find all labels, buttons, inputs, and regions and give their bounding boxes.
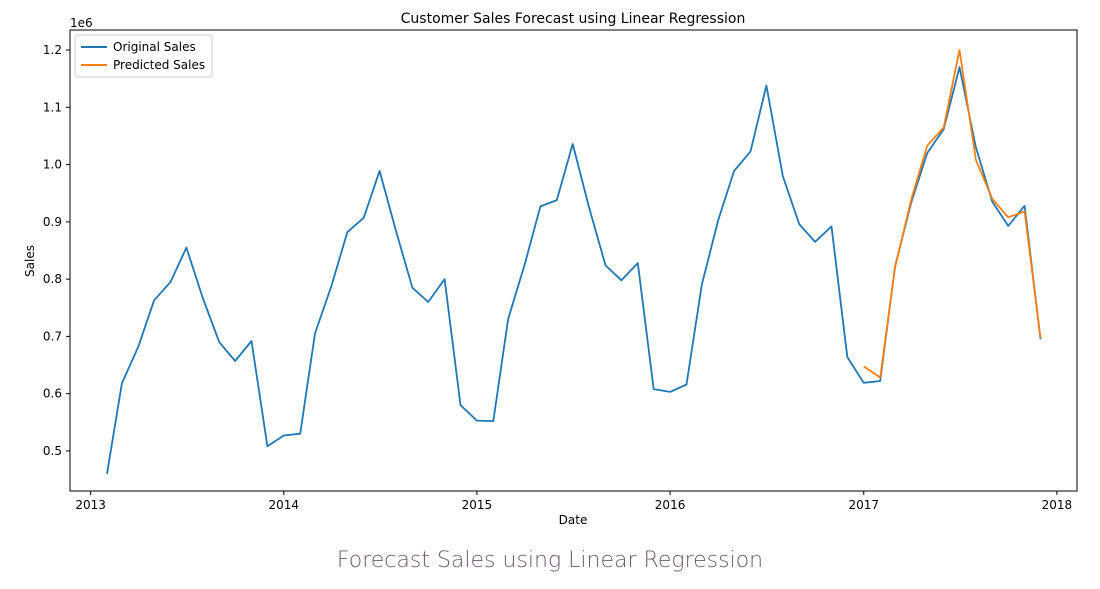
figure-caption: Forecast Sales using Linear Regression [336, 548, 764, 573]
y-tick-label: 0.7 [43, 329, 62, 343]
legend-label-original: Original Sales [113, 40, 196, 54]
y-tick-label: 1.0 [43, 158, 62, 172]
x-axis-label: Date [559, 513, 588, 527]
y-axis-ticks: 0.5 0.6 0.7 0.8 0.9 1.0 1.1 1.2 [43, 43, 70, 458]
y-tick-label: 1.2 [43, 43, 62, 57]
y-tick-label: 0.9 [43, 215, 62, 229]
series-layer [106, 49, 1042, 474]
x-tick-label: 2014 [269, 498, 300, 512]
y-offset-label: 1e6 [70, 16, 93, 30]
x-tick-label: 2016 [655, 498, 686, 512]
x-tick-label: 2017 [848, 498, 879, 512]
legend: Original Sales Predicted Sales [74, 34, 213, 78]
x-tick-label: 2015 [462, 498, 493, 512]
x-tick-label: 2018 [1042, 498, 1073, 512]
y-tick-label: 1.1 [43, 100, 62, 114]
chart-title: Customer Sales Forecast using Linear Reg… [401, 11, 746, 27]
series-line-predicted-sales [863, 49, 1042, 379]
series-line-original-sales [106, 66, 1042, 474]
line-chart: Customer Sales Forecast using Linear Reg… [23, 11, 1078, 527]
y-tick-label: 0.8 [43, 272, 62, 286]
x-axis-ticks: 2013 2014 2015 2016 2017 2018 [75, 491, 1072, 512]
x-tick-label: 2013 [75, 498, 106, 512]
legend-label-predicted: Predicted Sales [113, 58, 205, 72]
y-tick-label: 0.6 [43, 387, 62, 401]
y-axis-label: Sales [23, 245, 37, 277]
legend-box [74, 34, 213, 78]
plot-frame [69, 29, 1078, 492]
y-tick-label: 0.5 [43, 444, 62, 458]
